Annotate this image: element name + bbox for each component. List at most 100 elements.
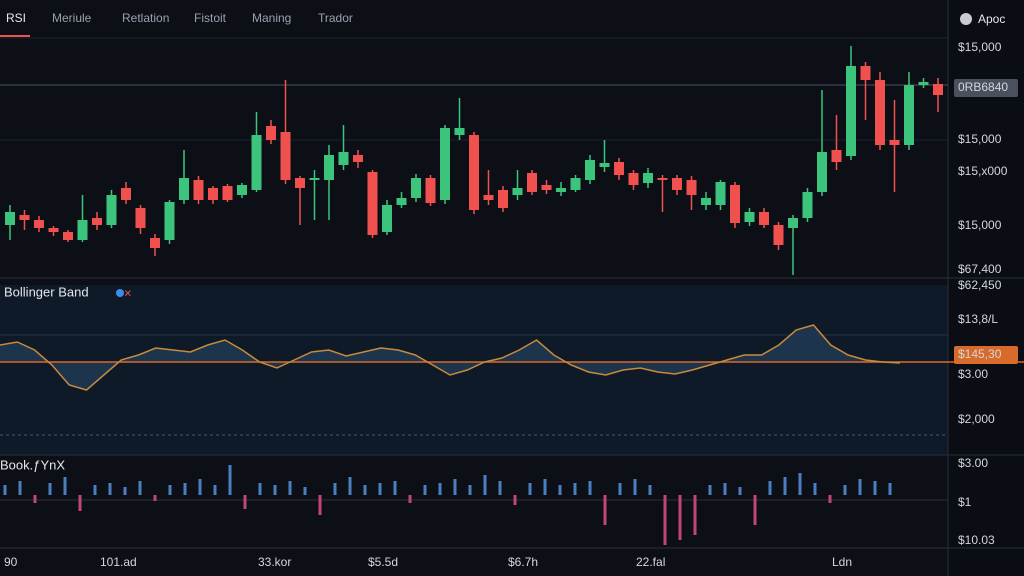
price-highlight [954,79,1018,97]
tab[interactable]: RSI [6,11,26,25]
candle-body [701,198,711,205]
volume-bar [468,485,472,495]
candle-body [831,150,842,162]
candle-body [628,173,639,185]
volume-bar [738,487,742,495]
volume-bar [108,483,112,495]
candle-body [860,66,871,80]
volume-bar [48,483,52,495]
volume-bar [588,481,592,495]
time-label: Ldn [832,555,852,569]
indicator-title: Bollinger Band [4,284,89,299]
volume-bar [483,475,487,495]
candle-body [135,208,146,228]
candle-body [454,128,465,135]
candle-body [672,178,682,190]
candle-body [266,126,276,140]
candle-body [353,155,363,162]
candle-body [222,186,233,200]
indicator-highlight [954,346,1018,364]
candle-body [324,155,334,180]
volume-bar [438,483,442,495]
volume-bar [33,495,37,503]
price-label: 0RB6840 [958,80,1008,94]
volume-bar [213,485,217,495]
volume-bar [18,481,22,495]
volume-bar [93,485,97,495]
volume-bar [528,483,532,495]
price-label: $67,400 [958,262,1002,276]
candle-body [106,195,117,225]
volume-bar [753,495,757,525]
volume-bar [453,479,457,495]
candle-body [585,160,595,180]
volume-bar [618,483,622,495]
indicator-close[interactable]: × [124,285,132,300]
tab[interactable]: Trador [318,11,353,25]
candle-body [121,188,131,200]
indicator-label: $145,30 [958,347,1002,361]
volume-bar [828,495,832,503]
candle-body [208,188,218,200]
volume-bar [888,483,892,495]
volume-bar [78,495,82,511]
volume-bar [378,483,382,495]
volume-bar [408,495,412,503]
volume-bar [648,485,652,495]
volume-bar [498,481,502,495]
candle-body [63,232,73,240]
tab[interactable]: Fistoit [194,11,227,25]
candle-body [367,172,378,235]
candle-body [469,135,479,210]
tab[interactable]: Maning [252,11,291,25]
price-label: $15,000 [958,218,1002,232]
candle-body [150,238,160,248]
candle-body [730,185,740,223]
volume-bar [708,485,712,495]
volume-bar [318,495,322,515]
tab[interactable]: Retlation [122,11,169,25]
volume-bar [678,495,682,540]
indicator-label: $13,8/L [958,312,998,326]
candle-body [92,218,102,225]
volume-bar [768,481,772,495]
time-label: 90 [4,555,18,569]
volume-bar [123,487,127,495]
volume-bar [783,477,787,495]
volume-bar [153,495,157,501]
indicator-label: $2,000 [958,412,995,426]
volume-bar [198,479,202,495]
candle-body [904,85,914,145]
indicator-line [0,324,901,391]
time-label: 101.ad [100,555,137,569]
indicator-label: $3.00 [958,367,988,381]
price-label: $62,450 [958,278,1002,292]
volume-bar [288,481,292,495]
volume-bar [543,479,547,495]
time-label: 22.fal [636,555,665,569]
volume-label: $1 [958,495,972,509]
indicator-icon[interactable] [116,289,124,297]
time-label: $6.7h [508,555,538,569]
candle-body [759,212,769,225]
volume-bar [3,485,7,495]
candle-body [425,178,436,203]
time-label: $5.5d [368,555,398,569]
candle-body [396,198,407,205]
volume-bar [513,495,517,505]
candle-body [251,135,262,190]
candle-body [570,178,581,190]
candle-body [179,178,189,200]
candle-body [614,162,624,175]
account-icon[interactable] [960,13,972,25]
candle-body [411,178,421,198]
volume-bar [723,483,727,495]
candle-body [715,182,726,205]
volume-bar [873,481,877,495]
volume-bar [243,495,247,509]
candle-body [498,190,508,208]
tab[interactable]: Meriule [52,11,92,25]
price-label: $15,000 [958,132,1002,146]
account-name[interactable]: Apoc [978,12,1005,26]
